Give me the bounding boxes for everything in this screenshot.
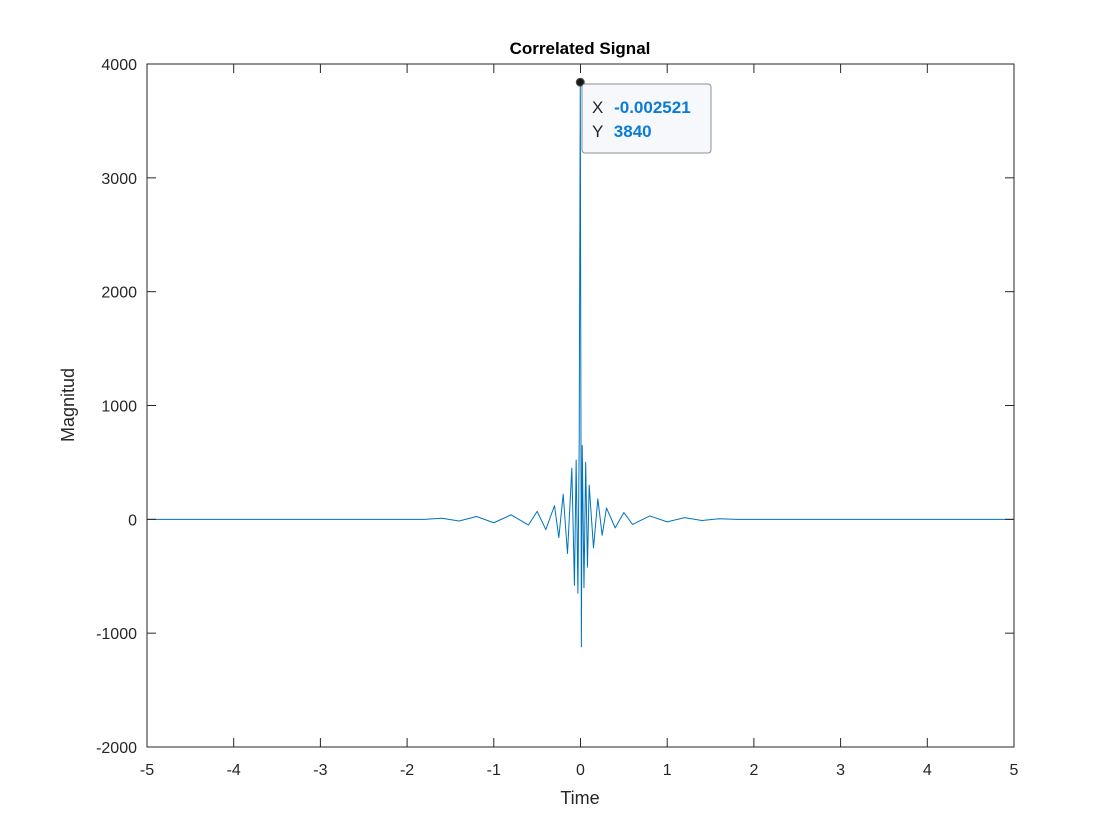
data-tip-x-value: -0.002521 [614, 98, 691, 117]
y-tick-label: -2000 [96, 740, 137, 757]
x-tick-label: -3 [313, 762, 327, 779]
y-axis-ticks: -2000 -1000 0 1000 2000 3000 4000 [96, 57, 1014, 757]
y-tick-label: 0 [128, 512, 137, 529]
x-tick-label: 1 [663, 762, 672, 779]
svg-text:X -0.002521: X -0.002521 [592, 98, 691, 117]
x-axis-label: Time [560, 788, 599, 808]
y-tick-label: 3000 [101, 171, 137, 188]
series-layer [147, 81, 1014, 648]
data-tip-y-value: 3840 [614, 122, 652, 141]
data-tip-marker[interactable] [575, 77, 585, 87]
data-tip-y-label: Y [592, 122, 603, 141]
x-tick-label: 5 [1010, 762, 1019, 779]
series-line-0 [147, 81, 1014, 648]
x-tick-label: 3 [836, 762, 845, 779]
x-tick-label: -2 [400, 762, 414, 779]
y-tick-label: 4000 [101, 57, 137, 74]
x-tick-label: -4 [227, 762, 241, 779]
y-tick-label: 2000 [101, 285, 137, 302]
x-tick-label: -1 [487, 762, 501, 779]
x-tick-label: -5 [140, 762, 154, 779]
x-tick-label: 4 [923, 762, 932, 779]
y-tick-label: -1000 [96, 626, 137, 643]
data-tip[interactable]: X -0.002521 Y 3840 [575, 77, 712, 154]
x-tick-label: 2 [749, 762, 758, 779]
chart-title: Correlated Signal [510, 39, 651, 58]
data-tip-box [581, 83, 712, 154]
y-tick-label: 1000 [101, 399, 137, 416]
x-axis-ticks: -5 -4 -3 -2 -1 0 1 2 3 4 5 [140, 64, 1019, 779]
y-axis-label: Magnitud [58, 368, 78, 442]
x-tick-label: 0 [576, 762, 585, 779]
data-tip-x-label: X [592, 98, 603, 117]
svg-text:Y 3840: Y 3840 [592, 122, 652, 141]
